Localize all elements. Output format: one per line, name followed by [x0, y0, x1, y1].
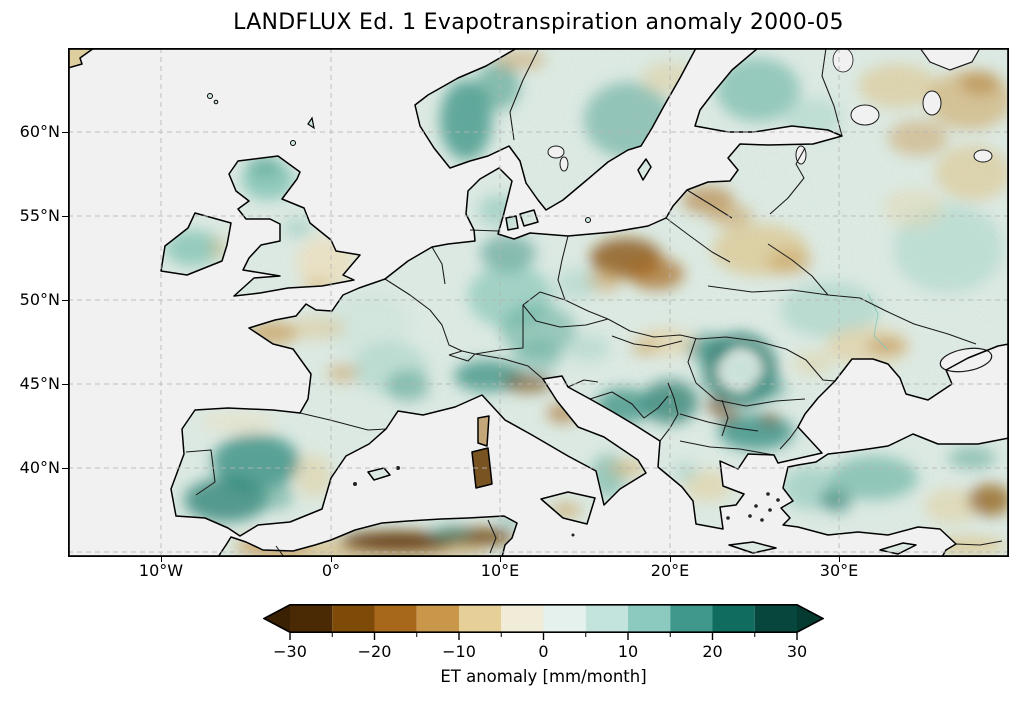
colorbar-segment — [332, 604, 375, 633]
x-tickmark — [499, 557, 501, 562]
cb-tick-n20: −20 — [357, 642, 392, 661]
y-tickmark — [62, 467, 68, 469]
x-tickmark — [330, 557, 332, 562]
colorbar-tickmarks — [289, 633, 798, 640]
colorbar-left-arrow — [263, 604, 290, 633]
colorbar-segment — [459, 604, 502, 633]
colorbar-segment — [754, 604, 797, 633]
colorbar-label: ET anomaly [mm/month] — [440, 667, 647, 686]
x-tick-10e: 10°E — [480, 561, 520, 580]
cb-tick-0: 0 — [538, 642, 549, 661]
colorbar-segment — [416, 604, 459, 633]
gridlines — [68, 48, 1009, 557]
cb-tick-20: 20 — [702, 642, 723, 661]
colorbar-segment — [374, 604, 417, 633]
x-tickmark — [160, 557, 162, 562]
plot-frame — [68, 48, 1009, 557]
colorbar-segment — [585, 604, 628, 633]
y-tick-60n: 60°N — [19, 122, 60, 141]
x-tick-10w: 10°W — [138, 561, 184, 580]
colorbar-outline — [263, 604, 824, 633]
colorbar-segment — [670, 604, 713, 633]
cb-tick-n30: −30 — [273, 642, 307, 661]
colorbar-segment — [290, 604, 333, 633]
cb-tick-30: 30 — [786, 642, 808, 661]
y-tickmark — [62, 131, 68, 133]
colorbar — [263, 604, 824, 640]
y-tick-40n: 40°N — [19, 458, 60, 477]
x-tickmark — [669, 557, 671, 562]
small-islands — [207, 93, 780, 537]
colorbar-segment — [628, 604, 671, 633]
country-borders — [185, 48, 1003, 557]
x-tick-20e: 20°E — [650, 561, 690, 580]
colorbar-segments — [290, 604, 797, 633]
x-tick-30e: 30°E — [819, 561, 859, 580]
y-tick-50n: 50°N — [19, 290, 60, 309]
y-tickmark — [62, 383, 68, 385]
colorbar-segment — [712, 604, 755, 633]
y-tickmark — [62, 215, 68, 217]
x-tick-0: 0° — [321, 561, 341, 580]
colorbar-right-arrow — [797, 604, 824, 633]
cb-tick-10: 10 — [617, 642, 639, 661]
y-tickmark — [62, 299, 68, 301]
colorbar-segment — [543, 604, 586, 633]
y-tick-45n: 45°N — [19, 374, 60, 393]
europe-anomaly-map — [68, 48, 1009, 557]
colorbar-segment — [501, 604, 544, 633]
x-tickmark — [838, 557, 840, 562]
cb-tick-n10: −10 — [442, 642, 476, 661]
chart-title: LANDFLUX Ed. 1 Evapotranspiration anomal… — [233, 10, 844, 35]
y-tick-55n: 55°N — [19, 206, 60, 225]
